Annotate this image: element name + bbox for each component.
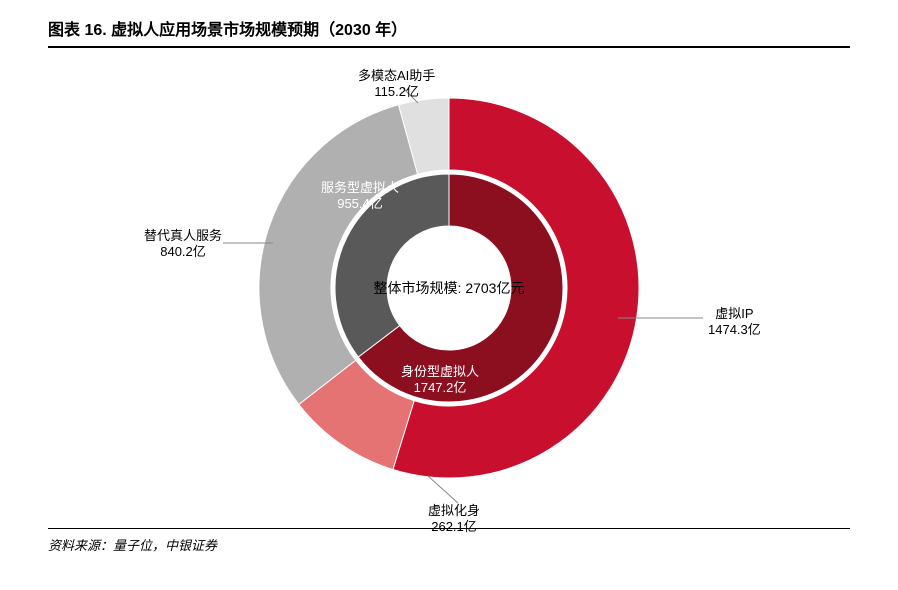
outer-label-multimodal-ai: 多模态AI助手 115.2亿 bbox=[358, 68, 435, 101]
outer-label-virtual-ip: 虚拟IP 1474.3亿 bbox=[708, 306, 761, 339]
label-value: 840.2亿 bbox=[144, 244, 222, 260]
label-value: 955.4亿 bbox=[321, 196, 399, 212]
page-root: 图表 16. 虚拟人应用场景市场规模预期（2030 年） 整体市场规模: 270… bbox=[0, 0, 898, 590]
chart-title: 图表 16. 虚拟人应用场景市场规模预期（2030 年） bbox=[48, 16, 850, 40]
chart-title-bar: 图表 16. 虚拟人应用场景市场规模预期（2030 年） bbox=[48, 0, 850, 48]
label-name: 替代真人服务 bbox=[144, 228, 222, 244]
label-value: 115.2亿 bbox=[358, 84, 435, 100]
outer-label-replace-human: 替代真人服务 840.2亿 bbox=[144, 228, 222, 261]
outer-label-virtual-avatar: 虚拟化身 262.1亿 bbox=[428, 503, 480, 536]
label-name: 虚拟化身 bbox=[428, 503, 480, 519]
center-line2: 2703亿元 bbox=[465, 280, 524, 296]
label-name: 服务型虚拟人 bbox=[321, 180, 399, 196]
label-value: 1747.2亿 bbox=[401, 380, 479, 396]
label-value: 1474.3亿 bbox=[708, 322, 761, 338]
label-name: 多模态AI助手 bbox=[358, 68, 435, 84]
label-name: 虚拟IP bbox=[708, 306, 761, 322]
inner-label-identity: 身份型虚拟人 1747.2亿 bbox=[401, 364, 479, 397]
chart-area: 整体市场规模: 2703亿元 虚拟IP 1474.3亿 虚拟化身 262.1亿 … bbox=[48, 48, 850, 528]
center-label: 整体市场规模: 2703亿元 bbox=[374, 279, 525, 297]
source-text: 资料来源：量子位，中银证券 bbox=[48, 538, 217, 553]
label-name: 身份型虚拟人 bbox=[401, 364, 479, 380]
inner-label-service: 服务型虚拟人 955.4亿 bbox=[321, 180, 399, 213]
center-line1: 整体市场规模: bbox=[374, 280, 462, 296]
label-value: 262.1亿 bbox=[428, 519, 480, 535]
